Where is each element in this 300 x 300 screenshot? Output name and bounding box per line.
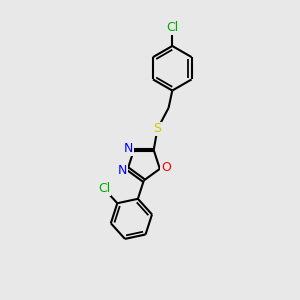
Text: Cl: Cl [98,182,110,195]
Text: N: N [118,164,127,177]
Text: N: N [124,142,133,155]
Text: Cl: Cl [166,21,178,34]
Text: S: S [153,122,161,135]
Text: O: O [161,161,171,174]
